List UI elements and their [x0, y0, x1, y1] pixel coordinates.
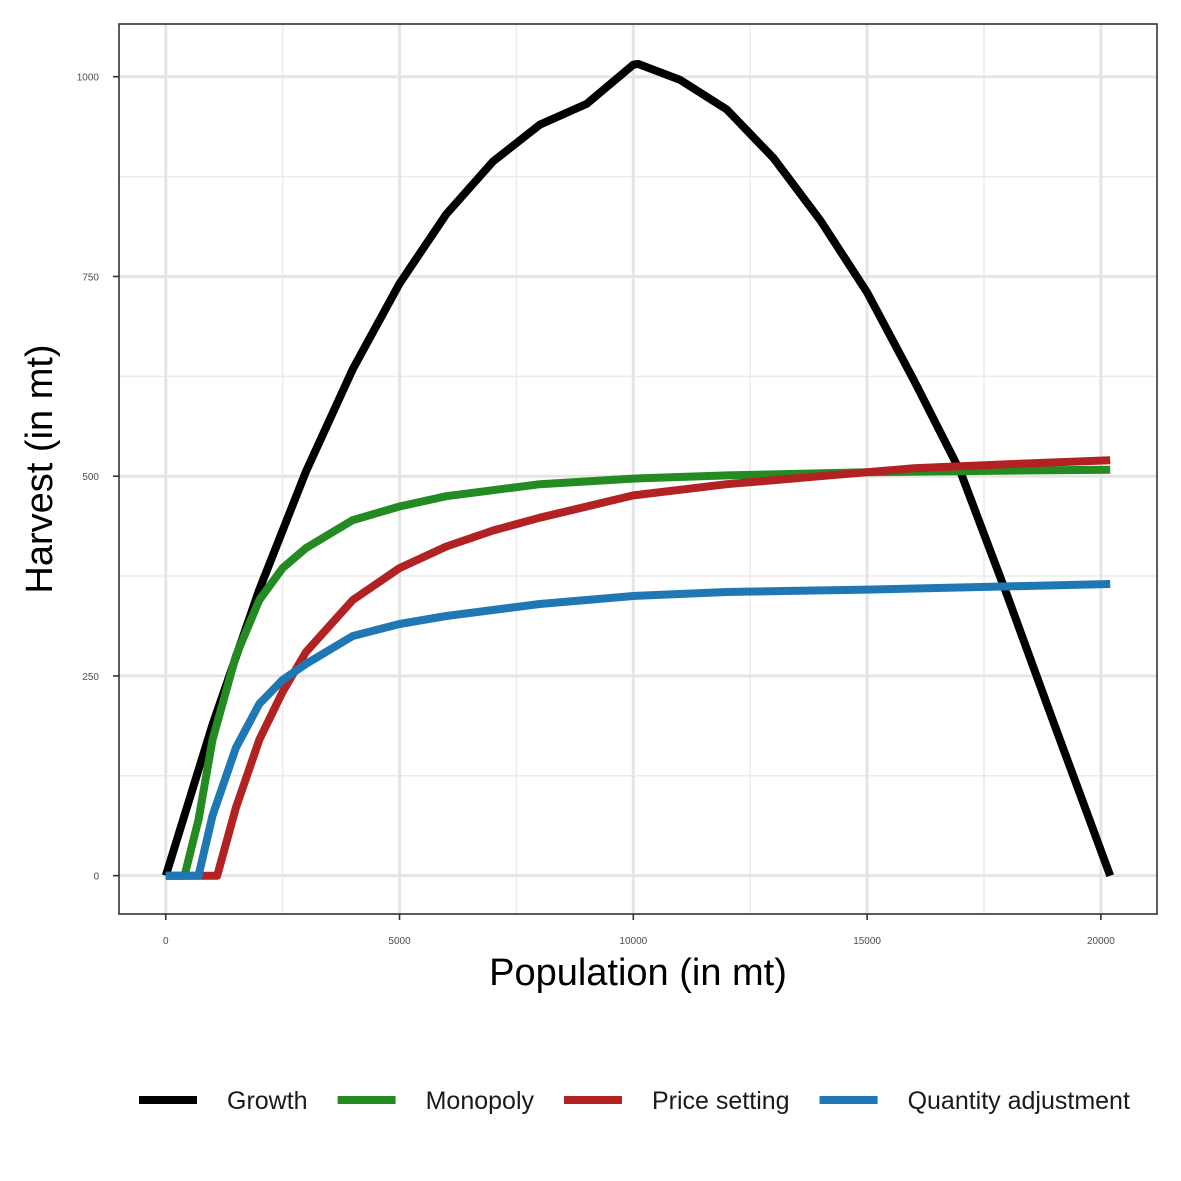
y-axis-title: Harvest (in mt): [19, 344, 61, 593]
series-lines: [161, 59, 1114, 880]
y-tick-label: 0: [93, 872, 99, 883]
y-tick-label: 250: [82, 672, 99, 683]
legend: Growth Monopoly Price setting Quantity adju…: [139, 1087, 1130, 1115]
series-line-quantity-adjustment: [165, 580, 1111, 880]
legend-label-growth: Growth: [227, 1087, 308, 1115]
x-tick-label: 15000: [853, 936, 881, 947]
x-tick-label: 20000: [1087, 936, 1115, 947]
legend-label-price-setting: Price setting: [652, 1087, 790, 1115]
y-tick-label: 750: [82, 272, 99, 283]
series-line-growth: [161, 59, 1114, 878]
x-tick-label: 0: [163, 936, 169, 947]
y-tick-labels: 0 250 500 750 1000: [77, 73, 100, 883]
x-axis-title: Population (in mt): [489, 952, 787, 994]
series-line-monopoly: [165, 465, 1111, 880]
legend-label-monopoly: Monopoly: [426, 1087, 535, 1115]
y-tick-label: 500: [82, 472, 99, 483]
axis-ticks: [113, 75, 1102, 920]
x-tick-labels: 0 5000 10000 15000 20000: [163, 936, 1115, 947]
minor-gridlines: [119, 24, 1157, 914]
plot-panel-border: [118, 23, 1158, 915]
x-tick-label: 5000: [388, 936, 411, 947]
major-gridlines: [119, 24, 1157, 914]
series-line-price-setting: [165, 456, 1111, 880]
legend-label-quantity-adjustment: Quantity adjustment: [908, 1087, 1130, 1115]
y-tick-label: 1000: [77, 73, 100, 84]
x-tick-label: 10000: [619, 936, 647, 947]
